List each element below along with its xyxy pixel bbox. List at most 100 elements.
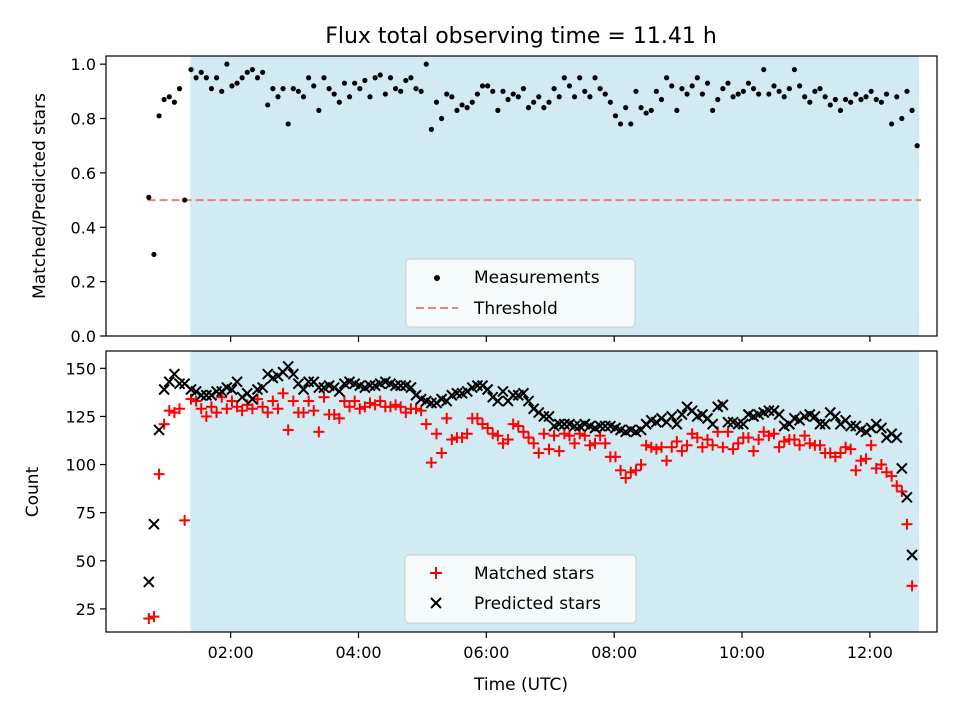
measurement-point bbox=[495, 107, 501, 113]
predicted-star-point bbox=[844, 420, 857, 432]
matched-star-point bbox=[338, 395, 350, 407]
measurement-point bbox=[193, 75, 199, 81]
measurement-point bbox=[449, 94, 455, 100]
predicted-star-point-b bbox=[522, 395, 535, 407]
measurement-point bbox=[156, 113, 162, 119]
measurement-point bbox=[392, 86, 399, 92]
measurement-point bbox=[321, 75, 327, 81]
matched-star-point bbox=[906, 580, 918, 592]
predicted-star-point-b bbox=[666, 410, 678, 423]
predicted-star-point-b bbox=[379, 376, 392, 388]
predicted-star-point-b bbox=[143, 576, 155, 588]
predicted-star-point bbox=[666, 410, 678, 423]
predicted-star-point bbox=[256, 381, 269, 394]
measurement-point bbox=[249, 66, 255, 73]
measurement-point bbox=[265, 102, 271, 108]
y-tick-label: 150 bbox=[65, 359, 96, 378]
measurement-point bbox=[842, 96, 849, 103]
predicted-star-point-b bbox=[221, 381, 233, 394]
matched-star-point bbox=[512, 420, 524, 432]
predicted-star-point-b bbox=[200, 389, 213, 401]
predicted-star-point-b bbox=[246, 393, 259, 405]
measurement-point bbox=[607, 99, 613, 105]
predicted-star-point-b bbox=[584, 420, 596, 432]
measurement-point bbox=[244, 69, 250, 75]
legend-label-matched: Matched stars bbox=[474, 564, 594, 584]
measurement-point bbox=[546, 99, 552, 105]
top-legend: Measurements Threshold bbox=[405, 258, 636, 328]
measurement-point bbox=[740, 88, 746, 94]
legend-marker-predicted bbox=[430, 597, 442, 609]
measurement-point bbox=[771, 83, 777, 89]
predicted-star-point bbox=[676, 408, 688, 421]
predicted-star-point-b bbox=[809, 410, 821, 423]
measurement-point bbox=[300, 94, 307, 100]
measurement-point bbox=[275, 94, 281, 100]
predicted-star-point bbox=[282, 360, 294, 373]
measurement-point bbox=[577, 75, 583, 81]
x-tick-label: 06:00 bbox=[463, 643, 509, 662]
predicted-star-point bbox=[226, 383, 238, 396]
measurement-point bbox=[459, 102, 465, 108]
predicted-star-point-b bbox=[425, 397, 438, 409]
chart-title: Flux total observing time = 11.41 h bbox=[325, 24, 717, 49]
measurement-point bbox=[500, 88, 506, 94]
top-ylabel: Matched/Predicted stars bbox=[30, 93, 50, 299]
predicted-star-point-b bbox=[178, 378, 191, 390]
measurement-point bbox=[756, 91, 762, 97]
predicted-star-point bbox=[389, 379, 402, 392]
matched-star-point bbox=[722, 426, 734, 438]
matched-star-point bbox=[390, 399, 402, 411]
predicted-star-point-b bbox=[158, 383, 170, 396]
predicted-star-point-b bbox=[701, 412, 714, 425]
predicted-star-point-b bbox=[763, 404, 775, 417]
measurement-point bbox=[689, 83, 695, 89]
matched-star-point bbox=[441, 412, 453, 424]
predicted-star-point-b bbox=[256, 381, 269, 394]
predicted-star-point bbox=[287, 368, 300, 380]
matched-star-point bbox=[298, 407, 310, 419]
predicted-star-point-b bbox=[875, 422, 888, 434]
predicted-star-point-b bbox=[844, 420, 857, 432]
measurement-point bbox=[208, 86, 215, 92]
predicted-star-point bbox=[737, 418, 750, 430]
measurement-point bbox=[377, 72, 383, 78]
predicted-star-point bbox=[901, 491, 913, 503]
legend-label-predicted: Predicted stars bbox=[474, 594, 601, 614]
matched-star-point bbox=[850, 464, 862, 476]
measurement-point bbox=[166, 94, 172, 100]
predicted-star-point-b bbox=[400, 379, 412, 392]
measurement-point bbox=[699, 91, 706, 97]
predicted-star-point bbox=[819, 418, 831, 430]
measurement-point bbox=[387, 75, 394, 81]
predicted-star-point-b bbox=[906, 549, 918, 561]
predicted-star-point bbox=[173, 378, 186, 390]
measurement-point bbox=[623, 105, 629, 111]
predicted-star-point bbox=[553, 418, 565, 430]
predicted-star-point-b bbox=[210, 385, 223, 398]
predicted-star-point-b bbox=[538, 410, 550, 423]
predicted-star-point-b bbox=[804, 408, 816, 421]
matched-star-point bbox=[267, 395, 279, 407]
predicted-star-point bbox=[405, 381, 417, 394]
predicted-star-point-b bbox=[394, 379, 407, 392]
matched-star-point bbox=[645, 441, 657, 453]
predicted-star-point-b bbox=[405, 381, 417, 394]
measurement-point bbox=[485, 83, 491, 89]
matched-star-point bbox=[487, 428, 499, 440]
matched-star-point bbox=[696, 441, 708, 453]
measurement-point bbox=[541, 105, 547, 111]
measurement-point bbox=[285, 121, 291, 127]
predicted-star-point-b bbox=[625, 424, 637, 436]
matched-star-point bbox=[650, 443, 662, 455]
matched-star-point bbox=[773, 441, 785, 453]
predicted-star-point bbox=[297, 383, 310, 396]
measurement-point bbox=[151, 251, 157, 258]
matched-star-point bbox=[855, 455, 867, 467]
matched-star-point bbox=[364, 397, 376, 409]
measurement-point bbox=[198, 69, 204, 75]
predicted-star-point-b bbox=[195, 389, 207, 401]
matched-star-point bbox=[707, 439, 719, 451]
bottom-axes-frame bbox=[105, 350, 938, 633]
predicted-star-point-b bbox=[727, 416, 739, 428]
